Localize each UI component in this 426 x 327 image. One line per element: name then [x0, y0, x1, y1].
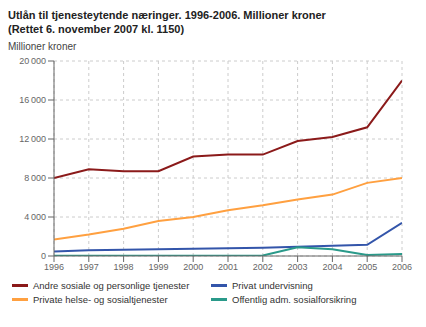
- svg-text:16 000: 16 000: [19, 95, 46, 105]
- svg-text:2006: 2006: [392, 262, 412, 272]
- svg-text:2002: 2002: [253, 262, 273, 272]
- html-text:Private helse- og sosialtjenes: Private helse- og sosialtjenester: [33, 294, 168, 305]
- svg-text:2005: 2005: [357, 262, 377, 272]
- svg-text:2001: 2001: [218, 262, 238, 272]
- html-text:(Rettet 6. november 2007 kl. 1: (Rettet 6. november 2007 kl. 1150): [8, 23, 185, 35]
- svg-text:1998: 1998: [114, 262, 134, 272]
- html-text:Millioner kroner: Millioner kroner: [8, 41, 77, 52]
- html-text:Offentlig adm. sosialforsikrin: Offentlig adm. sosialforsikring: [232, 294, 357, 305]
- svg-text:20 000: 20 000: [19, 56, 46, 66]
- html-text:Privat undervisning: Privat undervisning: [232, 280, 313, 291]
- svg-text:4 000: 4 000: [24, 212, 46, 222]
- svg-text:0: 0: [41, 251, 46, 261]
- svg-text:1999: 1999: [148, 262, 168, 272]
- svg-text:2003: 2003: [288, 262, 308, 272]
- svg-text:1997: 1997: [79, 262, 99, 272]
- svg-text:2000: 2000: [183, 262, 203, 272]
- html-text:Andre sosiale og personlige tj: Andre sosiale og personlige tjenester: [33, 280, 190, 291]
- svg-text:1996: 1996: [44, 262, 64, 272]
- svg-text:8 000: 8 000: [24, 173, 46, 183]
- html-text:Utlån til tjenesteytende nærin: Utlån til tjenesteytende næringer. 1996-…: [8, 9, 326, 21]
- svg-text:12 000: 12 000: [19, 134, 46, 144]
- svg-text:2004: 2004: [322, 262, 342, 272]
